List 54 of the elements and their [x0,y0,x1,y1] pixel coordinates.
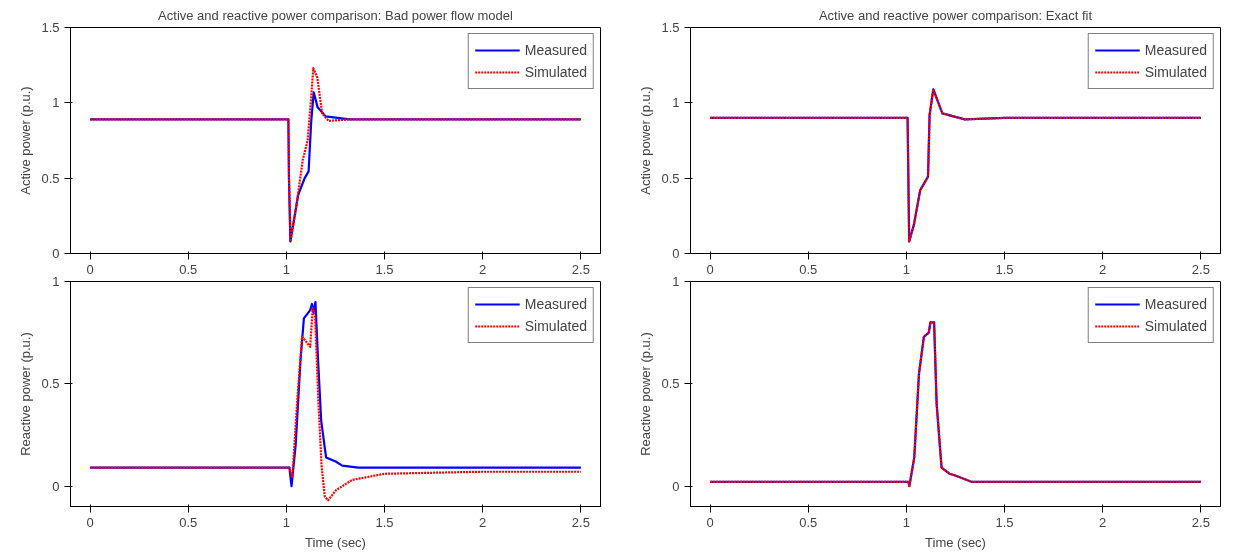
legend-label: Measured [1144,42,1207,58]
x-axis-title: Time (sec) [305,534,366,550]
y-tick-label: 0 [672,246,680,261]
x-tick-label: 0 [706,261,714,277]
y-tick-label: 1 [52,274,60,289]
x-tick-label: 1.5 [375,261,394,277]
x-tick-label: 0.5 [799,261,818,277]
x-tick-label: 1.5 [995,261,1014,277]
x-tick-label: 1.5 [995,514,1014,530]
legend-label: Measured [524,42,587,58]
x-tick-label: 0 [706,514,714,530]
y-tick-label: 0.5 [661,376,680,392]
x-tick-label: 0.5 [799,514,818,530]
x-tick-label: 2.5 [1191,514,1210,530]
x-tick-label: 2.5 [571,514,590,530]
y-axis-title: Reactive power (p.u.) [638,332,654,456]
x-axis-title: Time (sec) [925,534,986,550]
y-tick-label: 0 [52,246,60,261]
y-tick-label: 1 [672,274,680,289]
legend-label: Simulated [1144,318,1207,334]
y-tick-label: 1.5 [41,20,60,35]
y-axis-title: Active power (p.u.) [638,86,654,195]
x-tick-label: 0 [86,261,94,277]
x-tick-label: 1.5 [375,514,394,530]
x-tick-label: 1 [282,514,291,530]
x-tick-label: 0 [86,514,94,530]
x-tick-label: 2.5 [571,261,590,277]
x-tick-label: 2.5 [1191,261,1210,277]
x-tick-label: 0.5 [179,261,198,277]
y-tick-label: 0 [672,478,680,494]
chart-title: Active and reactive power comparison: Bad power flow model [158,7,513,23]
y-axis-title: Reactive power (p.u.) [18,332,34,456]
x-tick-label: 0.5 [179,514,198,530]
y-axis-title: Active power (p.u.) [18,86,34,195]
x-tick-label: 2 [479,514,487,530]
y-tick-label: 0.5 [41,170,60,186]
x-tick-label: 1 [902,514,911,530]
x-tick-label: 2 [1099,514,1107,530]
chart-title: Active and reactive power comparison: Exact fit [818,7,1093,23]
y-tick-label: 1 [52,95,60,111]
legend-label: Simulated [524,318,587,334]
x-tick-label: 2 [479,261,487,277]
y-tick-label: 0 [52,478,60,494]
legend-label: Measured [524,296,587,312]
y-tick-label: 1.5 [661,20,680,35]
x-tick-label: 1 [902,261,911,277]
x-tick-label: 2 [1099,261,1107,277]
legend-label: Simulated [524,64,587,80]
y-tick-label: 0.5 [41,376,60,392]
y-tick-label: 0.5 [661,170,680,186]
legend-label: Simulated [1144,64,1207,80]
y-tick-label: 1 [672,95,680,111]
legend-label: Measured [1144,296,1207,312]
x-tick-label: 1 [282,261,291,277]
